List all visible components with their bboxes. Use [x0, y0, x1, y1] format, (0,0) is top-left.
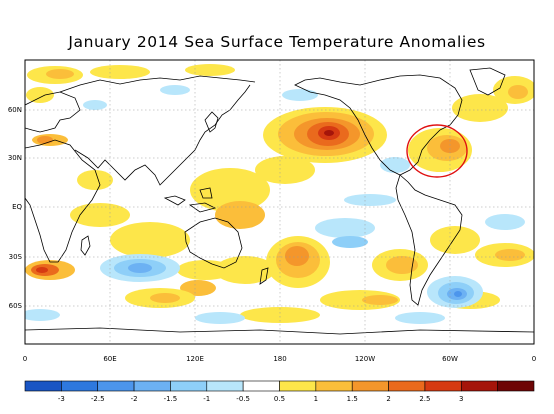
lat-label: 30N [8, 154, 22, 162]
colorbar-label: -0.5 [236, 395, 250, 403]
colorbar-swatch [497, 380, 535, 392]
colorbar-label: -2 [131, 395, 138, 403]
colorbar-label: 2 [386, 395, 390, 403]
lat-axis: 60N 30N EQ 30S 60S [8, 106, 23, 310]
colorbar-label: -1 [203, 395, 210, 403]
colorbar-swatch [170, 380, 208, 392]
lat-label: 30S [9, 253, 23, 261]
lat-label: 60S [9, 302, 23, 310]
colorbar-swatch [315, 380, 353, 392]
lon-label: 0 [23, 355, 27, 363]
lon-label: 60W [442, 355, 458, 363]
colorbar-label: 2.5 [419, 395, 430, 403]
colorbar-label: 1.5 [347, 395, 358, 403]
colorbar-label: -2.5 [91, 395, 105, 403]
lat-label: EQ [12, 203, 22, 211]
map-frame [24, 59, 535, 345]
colorbar-swatch [388, 380, 426, 392]
colorbar-swatch [242, 380, 280, 392]
colorbar-swatch [279, 380, 317, 392]
anomaly-layer [25, 64, 534, 324]
coastlines [25, 67, 534, 335]
colorbar: -3 -2.5 -2 -1.5 -1 -0.5 0.5 1 1.5 2 2.5 3 [24, 380, 535, 403]
colorbar-swatch [97, 380, 135, 392]
cool-anomalies [25, 85, 525, 324]
colorbar-swatch [460, 380, 498, 392]
colorbar-label: -1.5 [164, 395, 178, 403]
colorbar-swatch [133, 380, 171, 392]
colorbar-swatch [351, 380, 389, 392]
colorbar-swatch [206, 380, 244, 392]
lon-label: 60E [103, 355, 116, 363]
colorbar-label: 3 [459, 395, 463, 403]
lon-label: 0 [532, 355, 536, 363]
colorbar-swatch [424, 380, 462, 392]
colorbar-swatch [61, 380, 99, 392]
lon-label: 180 [273, 355, 286, 363]
colorbar-label: -3 [58, 395, 65, 403]
highlight-ellipse [406, 124, 468, 178]
colorbar-swatch [24, 380, 62, 392]
lon-label: 120W [355, 355, 375, 363]
gridlines [25, 60, 534, 344]
colorbar-label: 0.5 [274, 395, 285, 403]
lon-axis: 0 60E 120E 180 120W 60W 0 [23, 355, 536, 363]
lat-label: 60N [8, 106, 22, 114]
chart-title: January 2014 Sea Surface Temperature Ano… [68, 33, 486, 51]
lon-label: 120E [186, 355, 204, 363]
colorbar-label: 1 [314, 395, 318, 403]
